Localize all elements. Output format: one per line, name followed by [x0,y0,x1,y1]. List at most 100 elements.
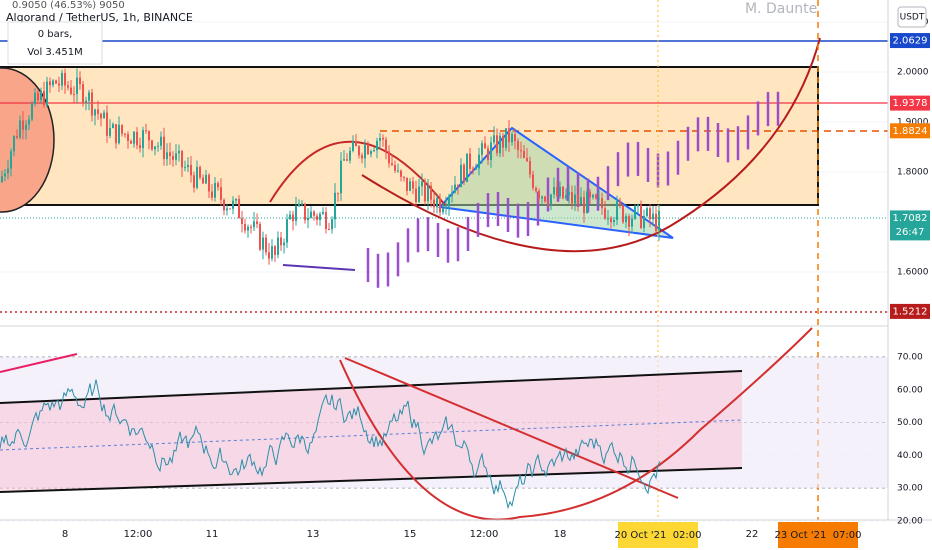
currency-button[interactable] [897,6,927,28]
candle-body [280,237,282,246]
candle-body [490,142,492,161]
candle-body [97,109,99,114]
candle-body [538,191,540,199]
candle-body [304,203,306,221]
candle-body [94,109,96,116]
candle-body [22,120,24,130]
candle-body [454,184,456,193]
candle-body [73,93,75,95]
candle-body [622,205,624,223]
candle-body [283,242,285,246]
candle-body [385,139,387,152]
candle-body [436,198,438,208]
candle-body [553,186,555,195]
candle-body [46,81,48,106]
candle-body [409,181,411,191]
candle-body [634,206,636,219]
candle-body [451,192,453,197]
candle-body [145,130,147,132]
ellipse-drawing [0,67,55,213]
candle-body [418,186,420,203]
candle-body [448,196,450,207]
candle-body [76,77,78,95]
candle-body [478,154,480,169]
candle-body [328,228,330,230]
candle-body [7,168,9,174]
candle-body [166,152,168,160]
candle-body [109,127,111,136]
candle-body [163,136,165,160]
symbol-title: Algorand / TetherUS, 1h, BINANCE [6,11,193,24]
candle-body [466,153,468,183]
candle-body [115,124,117,144]
time-highlight-label: 20 Oct '21 02:00 [614,530,701,541]
candle-body [631,218,633,227]
candle-body [232,200,234,209]
ohlc-values: 0.9050 (46.53%) 9050 [12,0,125,11]
candle-body [502,135,504,148]
candle-body [595,194,597,199]
rsi-tick-label: 70.00 [897,353,923,363]
candle-body [367,144,369,155]
trend-line [344,357,679,499]
candle-body [586,191,588,214]
candle-body [238,198,240,219]
candle-body [316,215,318,221]
candle-body [247,226,249,231]
candle-body [175,153,177,160]
candle-body [526,158,528,161]
candle-body [382,137,384,140]
candle-body [169,152,171,157]
candle-body [313,211,315,216]
tooltip-volume: Vol 3.451M [27,47,82,58]
time-tick-label: 18 [554,529,567,540]
candle-body [211,191,213,198]
candle-body [532,174,534,188]
candle-body [610,218,612,223]
candle-body [445,206,447,209]
price-marker [890,95,930,111]
candle-body [424,181,426,202]
candle-body [427,185,429,202]
rsi-tick-label: 50.00 [897,418,923,428]
candle-body [259,224,261,250]
arc-drawing [269,140,446,206]
candle-body [592,194,594,198]
candle-body [142,130,144,149]
price-tick-label: 2.0000 [897,68,929,78]
price-marker [890,33,930,49]
rsi-tick-label: 40.00 [897,451,923,461]
price-axis [888,0,932,550]
candle-body [250,226,252,228]
candle-body [310,211,312,218]
price-marker-label: 1.9378 [893,98,928,109]
candle-body [469,153,471,169]
price-marker [890,303,930,319]
candle-body [640,204,642,229]
price-marker [890,123,930,139]
channel-fill [0,371,742,492]
candle-body [601,198,603,209]
candle-body [541,196,543,199]
candle-body [391,163,393,165]
candle-body [121,124,123,134]
candle-body [277,237,279,255]
candle-body [580,197,582,205]
candle-body [559,186,561,197]
candle-body [397,170,399,172]
candle-body [472,168,474,170]
candle-body [496,135,498,154]
candle-body [214,183,216,198]
candle-body [271,246,273,259]
candle-body [148,131,150,141]
candle-body [193,175,195,188]
candle-body [613,220,615,223]
candle-body [265,237,267,253]
currency-label[interactable]: USDT [900,13,925,23]
candle-body [394,164,396,171]
candles [1,68,660,265]
price-tick-label: 1.6000 [897,268,929,278]
candle-body [286,219,288,243]
candle-body [415,188,417,203]
